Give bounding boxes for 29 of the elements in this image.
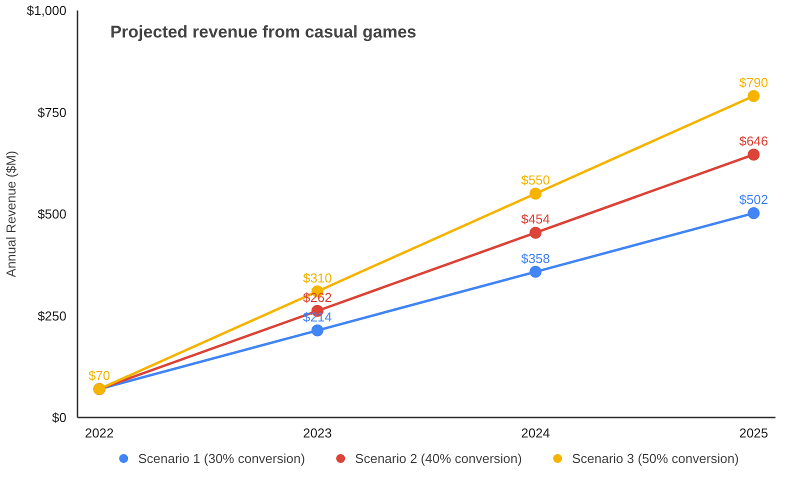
- y-tick-label: $250: [38, 308, 66, 324]
- x-tick-label: 2025: [739, 426, 768, 440]
- data-label: $70: [88, 368, 110, 384]
- point: [530, 188, 542, 200]
- data-label: $646: [739, 134, 768, 149]
- legend-label: Scenario 1 (30% conversion): [138, 450, 306, 466]
- point: [748, 207, 760, 220]
- text: Projected revenue from casual games: [110, 22, 416, 42]
- x-tick-label: 2024: [521, 426, 550, 440]
- data-label: $358: [521, 250, 550, 266]
- data-label: $550: [521, 172, 550, 188]
- data-label: $310: [302, 270, 332, 286]
- point: [311, 324, 324, 336]
- point: [530, 266, 542, 278]
- y-axis-title: Annual Revenue ($M): [4, 150, 19, 278]
- x-tick-label: 2023: [302, 426, 332, 440]
- legend-label: Scenario 2 (40% conversion): [355, 450, 522, 466]
- point: [530, 226, 542, 239]
- y-tick-label: $0: [52, 410, 67, 425]
- point: [748, 148, 760, 161]
- y-tick-label: $750: [38, 104, 66, 120]
- data-label: $454: [521, 212, 550, 227]
- data-label: $502: [739, 192, 768, 208]
- legend-label: Scenario 3 (50% conversion): [572, 450, 739, 466]
- y-tick-label: $1,000: [26, 3, 67, 18]
- point: [748, 90, 760, 102]
- x-tick-label: 2022: [84, 426, 114, 440]
- data-label: $790: [739, 74, 768, 90]
- y-tick-label: $500: [38, 206, 66, 222]
